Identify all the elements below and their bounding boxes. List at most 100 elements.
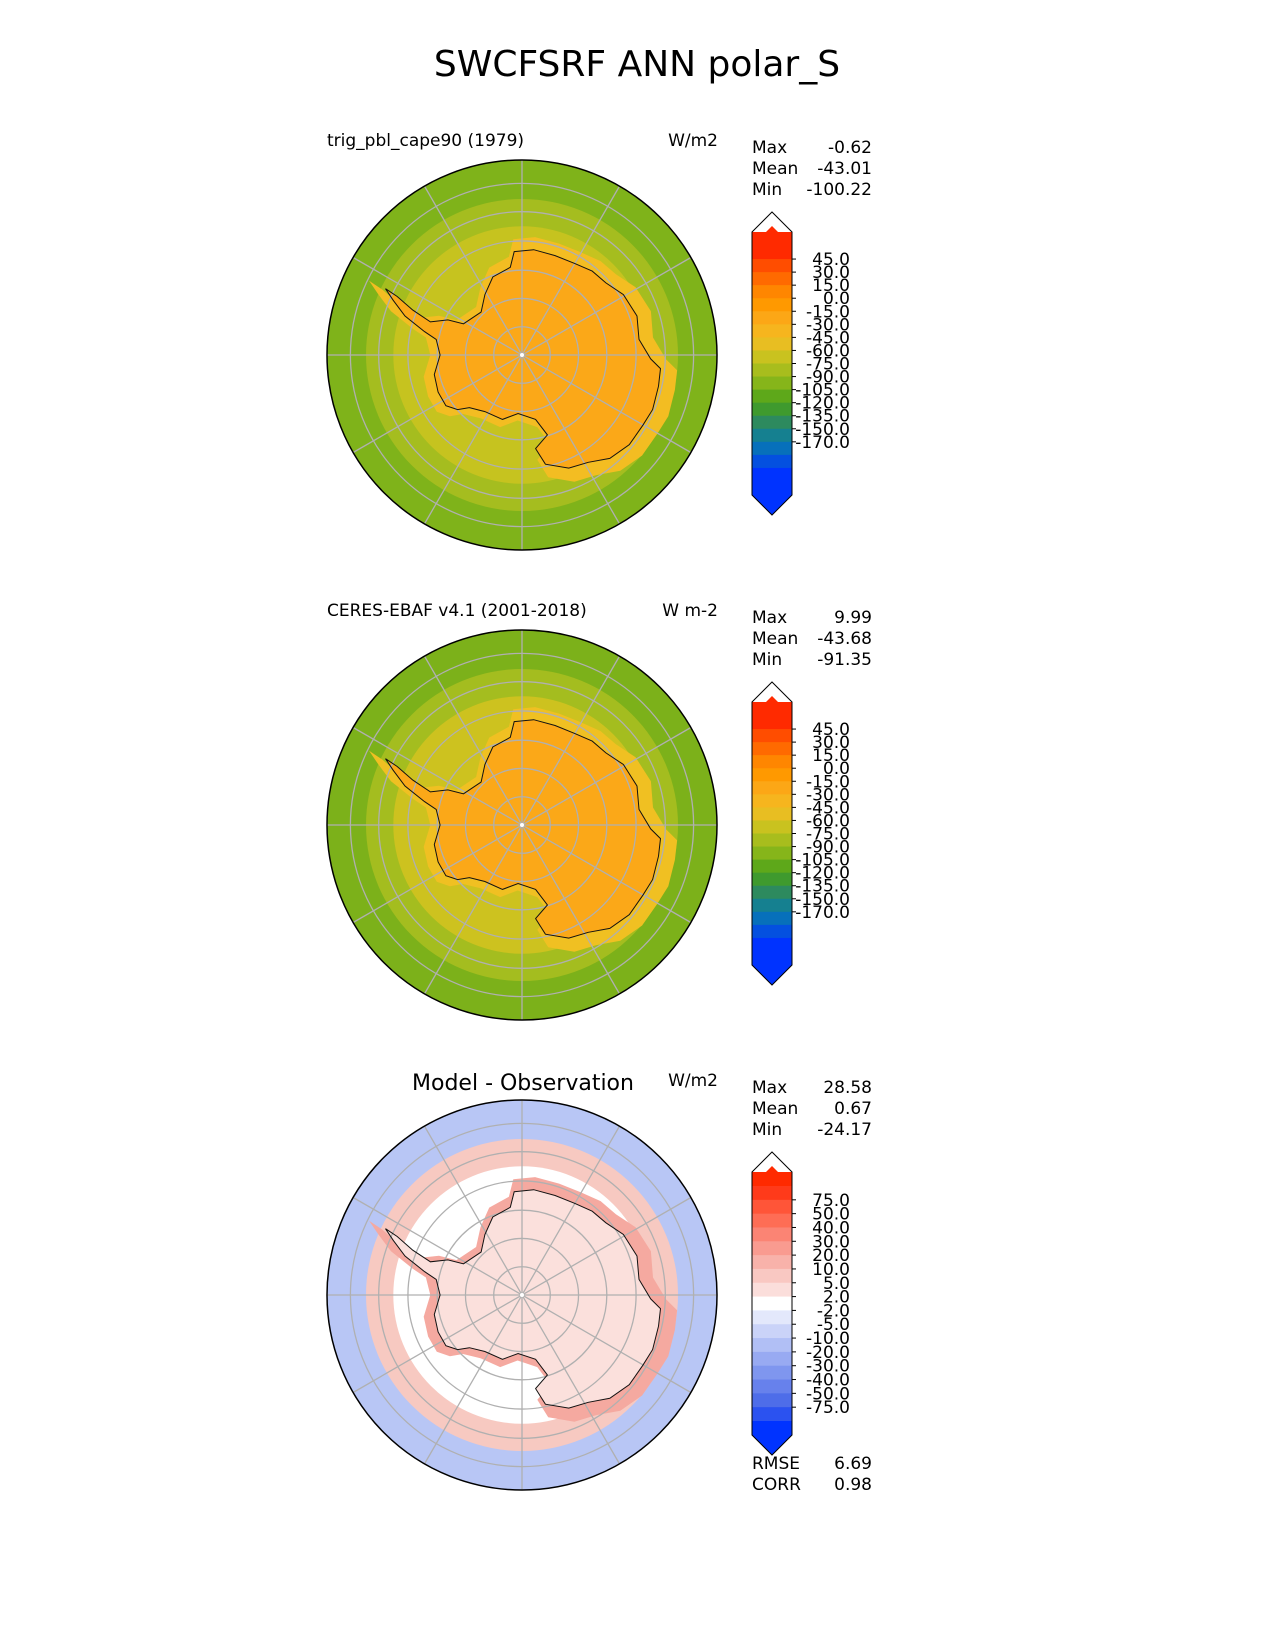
parallel-circle: [378, 211, 666, 499]
colorbar-tick-label: 45.0: [812, 720, 850, 740]
colorbar-tick-label: 40.0: [812, 1218, 850, 1238]
parallel-circle: [493, 1266, 551, 1324]
colorbar-tick-label: -50.0: [806, 1384, 850, 1404]
colorbar-extend-top-band: [752, 1172, 792, 1186]
panel-diff: Model - Observation W/m2 Max 28.58 Mean 0.67 M…: [326, 1071, 872, 1495]
colorbar-swatch: [752, 885, 792, 900]
colorbar-tick-label: 45.0: [812, 250, 850, 270]
colorbar-swatch: [752, 768, 792, 782]
colorbar-tick-label: 20.0: [812, 1246, 850, 1266]
colorbar-swatch: [752, 1227, 792, 1242]
metric-value: 0.98: [834, 1475, 872, 1495]
stat-value: 0.67: [834, 1099, 872, 1119]
colorbar-tick-label: -120.0: [795, 864, 850, 884]
stat-value: -91.35: [817, 650, 872, 670]
colorbar-outline: [751, 681, 793, 986]
colorbar-tick-label: -105.0: [795, 381, 850, 401]
colorbar-tick-label: -30.0: [806, 1357, 850, 1377]
coastline: [385, 719, 662, 939]
metric-label: RMSE: [752, 1454, 800, 1474]
stat-value: -24.17: [817, 1120, 872, 1140]
stat-label: Mean: [752, 629, 798, 649]
parallel-circle: [407, 1180, 637, 1410]
map-field: [327, 1100, 717, 1490]
colorbar-swatch: [752, 428, 792, 443]
colorbar-swatch: [752, 1255, 792, 1270]
colorbar-tick-label: -120.0: [795, 394, 850, 414]
colorbar-swatch: [752, 415, 792, 430]
colorbar-swatch: [752, 441, 792, 456]
stat-value: -43.68: [817, 629, 872, 649]
continent-region: [385, 1189, 661, 1409]
colorbar-tick-label: 2.0: [823, 1288, 850, 1308]
colorbar-tick-label: 10.0: [812, 1260, 850, 1280]
colorbar-tick-label: 15.0: [812, 276, 850, 296]
colorbar-tick-label: -30.0: [806, 785, 850, 805]
colorbar-outline: [751, 1151, 793, 1456]
colorbar-swatch: [752, 924, 792, 939]
colorbar-swatch: [752, 794, 792, 808]
colorbar-swatch: [752, 833, 792, 848]
colorbar-tick-label: -90.0: [806, 368, 850, 388]
colorbar-swatch: [752, 324, 792, 338]
colorbar-tick-label: -60.0: [806, 811, 850, 831]
colorbar-outline: [751, 211, 793, 516]
colorbar-swatch: [752, 1407, 792, 1422]
units-label: W m-2: [662, 601, 718, 621]
colorbar-swatch: [752, 716, 792, 730]
colorbar-tick-label: -90.0: [806, 838, 850, 858]
colorbar-extend-bottom: [752, 1435, 792, 1455]
colorbar-swatch: [752, 1296, 792, 1312]
stat-value: 9.99: [834, 608, 872, 628]
colorbar: 45.030.015.00.0-15.0-30.0-45.0-60.0-75.0…: [751, 681, 850, 986]
colorbar-swatch: [752, 729, 792, 743]
coastline: [385, 1189, 662, 1409]
colorbar-tick-label: 30.0: [812, 263, 850, 283]
colorbar-tick-label: -135.0: [795, 877, 850, 897]
colorbar-swatch: [752, 755, 792, 769]
colorbar-swatch: [752, 311, 792, 325]
colorbar-swatch: [752, 1268, 792, 1284]
colorbar-tick-label: -45.0: [806, 798, 850, 818]
stat-label: Min: [752, 180, 782, 200]
map-field: [327, 160, 717, 550]
panel-reference: CERES-EBAF v4.1 (2001-2018) W m-2 Max 9.99 M…: [326, 601, 872, 1021]
coastline: [385, 249, 662, 469]
colorbar-swatch: [752, 402, 792, 417]
parallel-circle: [349, 1122, 695, 1468]
colorbar-swatch: [752, 259, 792, 273]
colorbar-swatch: [752, 846, 792, 861]
parallel-circle: [493, 326, 551, 384]
parallel-circle: [378, 1151, 666, 1439]
colorbar-swatch: [752, 467, 792, 482]
colorbar-tick-label: -20.0: [806, 1343, 850, 1363]
stat-value: -43.01: [817, 159, 872, 179]
colorbar-tick-label: -40.0: [806, 1371, 850, 1391]
stat-label: Max: [752, 1078, 787, 1098]
colorbar-extend-bottom: [752, 965, 792, 985]
colorbar-tick-label: 5.0: [823, 1274, 850, 1294]
parallel-circle: [407, 240, 637, 470]
panel-test: trig_pbl_cape90 (1979) W/m2 Max -0.62 Mean -4…: [326, 131, 872, 551]
parallel-circle: [349, 182, 695, 528]
parallel-circle: [464, 297, 580, 413]
colorbar-tick-label: -5.0: [817, 1315, 850, 1335]
colorbar-tick-label: -170.0: [795, 903, 850, 923]
pole-marker: [520, 823, 524, 827]
colorbar-tick-label: -150.0: [795, 890, 850, 910]
colorbar-tick-label: -30.0: [806, 315, 850, 335]
colorbar-swatch: [752, 898, 792, 913]
stat-value: 28.58: [823, 1078, 872, 1098]
parallel-circle: [464, 1237, 580, 1353]
colorbar-swatch: [752, 1393, 792, 1408]
units-label: W/m2: [668, 131, 718, 151]
colorbar-swatch: [752, 1199, 792, 1215]
colorbar: 75.050.040.030.020.010.05.02.0-2.0-5.0-1…: [751, 1151, 850, 1456]
parallel-circle: [436, 1209, 608, 1381]
panel-title: Model - Observation: [412, 1071, 634, 1096]
colorbar-swatch: [752, 781, 792, 795]
colorbar-swatch: [752, 363, 792, 378]
panel-title: trig_pbl_cape90 (1979): [327, 131, 524, 151]
colorbar-swatch: [752, 1213, 792, 1229]
